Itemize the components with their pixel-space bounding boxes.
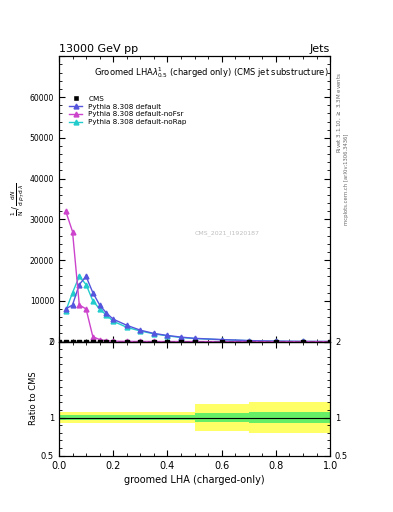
Y-axis label: $\frac{1}{\mathrm{N}}\,/\,\frac{\mathrm{d}N}{\mathrm{d}\,p_T\,\mathrm{d}\,\lambd: $\frac{1}{\mathrm{N}}\,/\,\frac{\mathrm{… [10,182,27,216]
Text: Jets: Jets [310,44,330,54]
Text: CMS_2021_I1920187: CMS_2021_I1920187 [195,230,259,236]
Point [76,337,83,346]
Point [83,337,89,346]
Point [103,337,110,346]
Text: Rivet 3.1.10, $\geq$ 3.3M events: Rivet 3.1.10, $\geq$ 3.3M events [336,72,343,153]
Point [327,337,333,346]
Point [97,337,103,346]
Point [110,337,116,346]
Point [191,337,198,346]
Point [124,337,130,346]
Text: mcplots.cern.ch [arXiv:1306.3436]: mcplots.cern.ch [arXiv:1306.3436] [344,134,349,225]
Y-axis label: Ratio to CMS: Ratio to CMS [29,372,38,425]
Text: Groomed LHA$\lambda^1_{0.5}$ (charged only) (CMS jet substructure): Groomed LHA$\lambda^1_{0.5}$ (charged on… [94,65,329,80]
Point [90,337,96,346]
Point [246,337,252,346]
Point [69,337,75,346]
Point [273,337,279,346]
Point [300,337,306,346]
X-axis label: groomed LHA (charged-only): groomed LHA (charged-only) [124,475,265,485]
Point [178,337,184,346]
Point [164,337,171,346]
Legend: CMS, Pythia 8.308 default, Pythia 8.308 default-noFsr, Pythia 8.308 default-noRa: CMS, Pythia 8.308 default, Pythia 8.308 … [68,94,188,126]
Text: 13000 GeV pp: 13000 GeV pp [59,44,138,54]
Point [56,337,62,346]
Point [151,337,157,346]
Point [219,337,225,346]
Point [137,337,143,346]
Point [62,337,69,346]
